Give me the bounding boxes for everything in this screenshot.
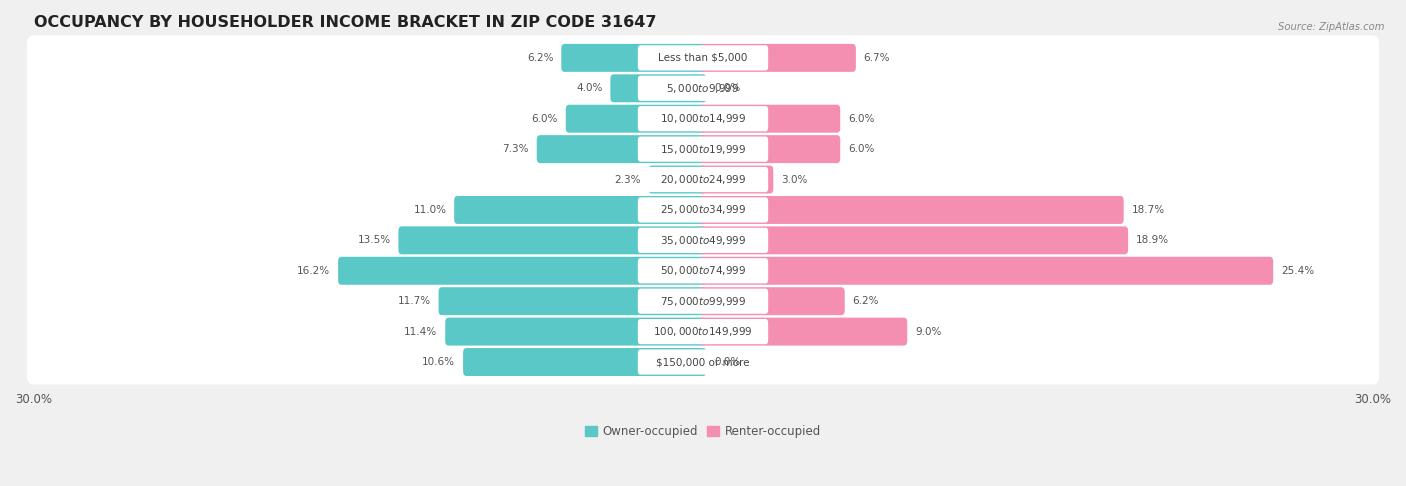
Text: $25,000 to $34,999: $25,000 to $34,999 — [659, 204, 747, 216]
FancyBboxPatch shape — [565, 104, 706, 133]
Text: 6.0%: 6.0% — [848, 114, 875, 124]
FancyBboxPatch shape — [27, 188, 1379, 232]
Text: $35,000 to $49,999: $35,000 to $49,999 — [659, 234, 747, 247]
FancyBboxPatch shape — [463, 348, 706, 376]
FancyBboxPatch shape — [27, 127, 1379, 172]
FancyBboxPatch shape — [27, 218, 1379, 263]
FancyBboxPatch shape — [638, 197, 768, 223]
FancyBboxPatch shape — [537, 135, 706, 163]
FancyBboxPatch shape — [638, 319, 768, 344]
Text: 11.7%: 11.7% — [398, 296, 430, 306]
FancyBboxPatch shape — [700, 44, 856, 72]
Text: 6.2%: 6.2% — [852, 296, 879, 306]
FancyBboxPatch shape — [700, 104, 841, 133]
FancyBboxPatch shape — [638, 228, 768, 253]
FancyBboxPatch shape — [638, 349, 768, 375]
FancyBboxPatch shape — [700, 257, 1274, 285]
Text: 11.4%: 11.4% — [405, 327, 437, 337]
FancyBboxPatch shape — [638, 106, 768, 131]
FancyBboxPatch shape — [27, 278, 1379, 324]
FancyBboxPatch shape — [27, 340, 1379, 384]
FancyBboxPatch shape — [638, 137, 768, 162]
Text: Source: ZipAtlas.com: Source: ZipAtlas.com — [1278, 22, 1385, 32]
FancyBboxPatch shape — [700, 135, 841, 163]
FancyBboxPatch shape — [439, 287, 706, 315]
FancyBboxPatch shape — [27, 157, 1379, 202]
Text: $150,000 or more: $150,000 or more — [657, 357, 749, 367]
Text: Less than $5,000: Less than $5,000 — [658, 53, 748, 63]
Text: $100,000 to $149,999: $100,000 to $149,999 — [654, 325, 752, 338]
FancyBboxPatch shape — [700, 166, 773, 193]
Text: 6.0%: 6.0% — [531, 114, 558, 124]
Text: 25.4%: 25.4% — [1281, 266, 1315, 276]
Text: $50,000 to $74,999: $50,000 to $74,999 — [659, 264, 747, 278]
Text: 13.5%: 13.5% — [357, 235, 391, 245]
FancyBboxPatch shape — [700, 318, 907, 346]
FancyBboxPatch shape — [700, 287, 845, 315]
FancyBboxPatch shape — [398, 226, 706, 254]
Text: 9.0%: 9.0% — [915, 327, 942, 337]
Text: 0.0%: 0.0% — [714, 83, 741, 93]
Text: 11.0%: 11.0% — [413, 205, 446, 215]
Text: 18.7%: 18.7% — [1132, 205, 1164, 215]
Text: 6.7%: 6.7% — [863, 53, 890, 63]
FancyBboxPatch shape — [638, 289, 768, 314]
FancyBboxPatch shape — [638, 167, 768, 192]
Text: 3.0%: 3.0% — [782, 174, 807, 185]
Text: 7.3%: 7.3% — [502, 144, 529, 154]
Legend: Owner-occupied, Renter-occupied: Owner-occupied, Renter-occupied — [585, 425, 821, 438]
Text: $15,000 to $19,999: $15,000 to $19,999 — [659, 142, 747, 156]
Text: $10,000 to $14,999: $10,000 to $14,999 — [659, 112, 747, 125]
FancyBboxPatch shape — [561, 44, 706, 72]
Text: 2.3%: 2.3% — [614, 174, 641, 185]
Text: 10.6%: 10.6% — [422, 357, 456, 367]
FancyBboxPatch shape — [27, 309, 1379, 354]
FancyBboxPatch shape — [337, 257, 706, 285]
FancyBboxPatch shape — [454, 196, 706, 224]
FancyBboxPatch shape — [27, 248, 1379, 293]
FancyBboxPatch shape — [610, 74, 706, 102]
FancyBboxPatch shape — [27, 35, 1379, 80]
FancyBboxPatch shape — [27, 96, 1379, 141]
FancyBboxPatch shape — [27, 66, 1379, 111]
Text: 16.2%: 16.2% — [297, 266, 330, 276]
Text: 6.0%: 6.0% — [848, 144, 875, 154]
FancyBboxPatch shape — [638, 258, 768, 283]
FancyBboxPatch shape — [648, 166, 706, 193]
Text: 18.9%: 18.9% — [1136, 235, 1168, 245]
Text: $75,000 to $99,999: $75,000 to $99,999 — [659, 295, 747, 308]
Text: $20,000 to $24,999: $20,000 to $24,999 — [659, 173, 747, 186]
Text: OCCUPANCY BY HOUSEHOLDER INCOME BRACKET IN ZIP CODE 31647: OCCUPANCY BY HOUSEHOLDER INCOME BRACKET … — [34, 15, 657, 30]
FancyBboxPatch shape — [700, 226, 1128, 254]
Text: $5,000 to $9,999: $5,000 to $9,999 — [666, 82, 740, 95]
Text: 6.2%: 6.2% — [527, 53, 554, 63]
Text: 4.0%: 4.0% — [576, 83, 603, 93]
Text: 0.0%: 0.0% — [714, 357, 741, 367]
FancyBboxPatch shape — [700, 196, 1123, 224]
FancyBboxPatch shape — [638, 76, 768, 101]
FancyBboxPatch shape — [446, 318, 706, 346]
FancyBboxPatch shape — [638, 45, 768, 70]
